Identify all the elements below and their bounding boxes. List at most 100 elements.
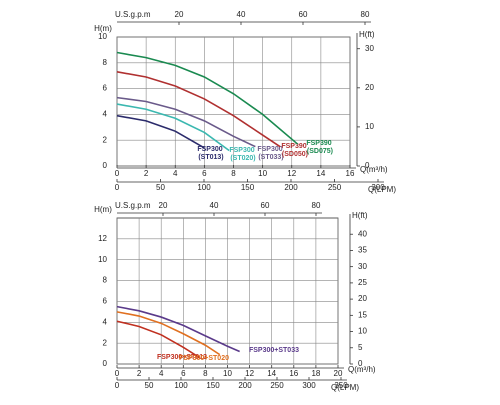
curve-label-line: FSP390 bbox=[281, 143, 306, 150]
x-tick-label: 0 bbox=[115, 369, 120, 378]
x2-tick-label: 350 bbox=[334, 381, 348, 390]
y-tick-label: 0 bbox=[103, 161, 108, 170]
x2-tick-label: 50 bbox=[156, 183, 165, 192]
x2-tick-label: 0 bbox=[115, 183, 120, 192]
x2-tick-label: 50 bbox=[145, 381, 154, 390]
x3-tick-label: 20 bbox=[159, 201, 168, 210]
pump-curve bbox=[116, 71, 281, 148]
pump-curve bbox=[116, 305, 240, 353]
y2-tick-label: 10 bbox=[358, 327, 367, 336]
curve-label-line: (ST013) bbox=[196, 154, 223, 161]
x-tick-label: 0 bbox=[115, 169, 120, 178]
y-tick-label: 6 bbox=[103, 84, 108, 93]
y2-tick-label: 0 bbox=[358, 359, 363, 368]
curve-label-line: (SD050) bbox=[280, 151, 308, 158]
x2-axis-label: Q(LPM) bbox=[368, 185, 396, 194]
curve-label-line: FSP390 bbox=[306, 140, 331, 147]
curve-label-line: (SD075) bbox=[305, 148, 333, 155]
y2-tick-label: 35 bbox=[358, 246, 367, 255]
y-tick-label: 12 bbox=[98, 234, 107, 243]
x2-tick-label: 150 bbox=[206, 381, 220, 390]
curve-label: FSP300+ST013 bbox=[157, 354, 207, 361]
y-axis-label: H(m) bbox=[94, 24, 112, 33]
x3-tick-label: 60 bbox=[261, 201, 270, 210]
x-tick-label: 10 bbox=[258, 169, 267, 178]
x2-tick-label: 250 bbox=[328, 183, 342, 192]
x2-tick-label: 300 bbox=[302, 381, 316, 390]
x-tick-label: 6 bbox=[181, 369, 186, 378]
x-tick-label: 16 bbox=[289, 369, 298, 378]
y-tick-label: 8 bbox=[103, 58, 108, 67]
x2-tick-label: 100 bbox=[174, 381, 188, 390]
y-tick-label: 0 bbox=[103, 359, 108, 368]
curve-label-line: FSP300 bbox=[257, 146, 282, 153]
x-tick-label: 18 bbox=[311, 369, 320, 378]
curve-label: FSP390 (SD075) bbox=[305, 140, 333, 155]
x-tick-label: 14 bbox=[316, 169, 325, 178]
pump-curve bbox=[116, 114, 205, 149]
x3-tick-label: 60 bbox=[299, 10, 308, 19]
x3-tick-label: 40 bbox=[210, 201, 219, 210]
x-tick-label: 20 bbox=[334, 369, 343, 378]
x2-tick-label: 300 bbox=[371, 183, 385, 192]
x3-axis-label: U.S.g.p.m bbox=[115, 201, 151, 210]
curve-label: FSP300 (ST020) bbox=[228, 147, 255, 162]
x-tick-label: 16 bbox=[346, 169, 355, 178]
y-axis-label: H(m) bbox=[94, 205, 112, 214]
pump-curve bbox=[116, 96, 256, 148]
y2-tick-label: 10 bbox=[365, 122, 374, 131]
pump-curve bbox=[116, 311, 221, 356]
pump-curve bbox=[116, 51, 299, 145]
x-tick-label: 8 bbox=[203, 369, 208, 378]
y2-tick-label: 20 bbox=[358, 294, 367, 303]
y2-axis-label: H(ft) bbox=[352, 211, 368, 220]
curve-label-line: FSP300 bbox=[197, 146, 222, 153]
curve-label-line: (ST020) bbox=[228, 155, 255, 162]
y-tick-label: 10 bbox=[98, 255, 107, 264]
y2-tick-label: 0 bbox=[365, 161, 370, 170]
y2-tick-label: 5 bbox=[358, 343, 363, 352]
x3-axis-label: U.S.g.p.m bbox=[115, 10, 151, 19]
x2-tick-label: 0 bbox=[115, 381, 120, 390]
x2-tick-label: 200 bbox=[284, 183, 298, 192]
y-tick-label: 4 bbox=[103, 317, 108, 326]
x2-tick-label: 100 bbox=[197, 183, 211, 192]
x-axis-label: Q(m³/h) bbox=[348, 365, 376, 374]
pump-curve bbox=[116, 103, 230, 152]
y2-tick-label: 20 bbox=[365, 83, 374, 92]
curve-label: FSP300+ST020 bbox=[179, 355, 229, 362]
curve-label-line: (ST033) bbox=[256, 154, 283, 161]
x-tick-label: 2 bbox=[144, 169, 149, 178]
y-tick-label: 2 bbox=[103, 135, 108, 144]
x-tick-label: 4 bbox=[159, 369, 164, 378]
curve-label: FSP300+ST033 bbox=[249, 347, 299, 354]
curve-label: FSP300 (ST033) bbox=[256, 146, 283, 161]
x-tick-label: 6 bbox=[202, 169, 207, 178]
y2-tick-label: 40 bbox=[358, 229, 367, 238]
x-tick-label: 10 bbox=[223, 369, 232, 378]
x2-tick-label: 150 bbox=[241, 183, 255, 192]
y2-tick-label: 30 bbox=[358, 262, 367, 271]
x-tick-label: 8 bbox=[231, 169, 236, 178]
y2-axis-label: H(ft) bbox=[359, 30, 375, 39]
pump-curve bbox=[116, 320, 201, 359]
x2-axis-label: Q(LPM) bbox=[331, 383, 359, 392]
x-tick-label: 12 bbox=[245, 369, 254, 378]
x-tick-label: 12 bbox=[287, 169, 296, 178]
x2-tick-label: 200 bbox=[238, 381, 252, 390]
curve-label: FSP390 (SD050) bbox=[280, 143, 308, 158]
x3-tick-label: 20 bbox=[175, 10, 184, 19]
x3-tick-label: 40 bbox=[237, 10, 246, 19]
x2-tick-label: 250 bbox=[270, 381, 284, 390]
y2-tick-label: 30 bbox=[365, 44, 374, 53]
y2-tick-label: 15 bbox=[358, 310, 367, 319]
x-tick-label: 14 bbox=[267, 369, 276, 378]
x-tick-label: 2 bbox=[137, 369, 142, 378]
x-tick-label: 4 bbox=[173, 169, 178, 178]
x3-tick-label: 80 bbox=[312, 201, 321, 210]
y2-tick-label: 25 bbox=[358, 278, 367, 287]
y-tick-label: 8 bbox=[103, 276, 108, 285]
curve-label: FSP300 (ST013) bbox=[196, 146, 223, 161]
